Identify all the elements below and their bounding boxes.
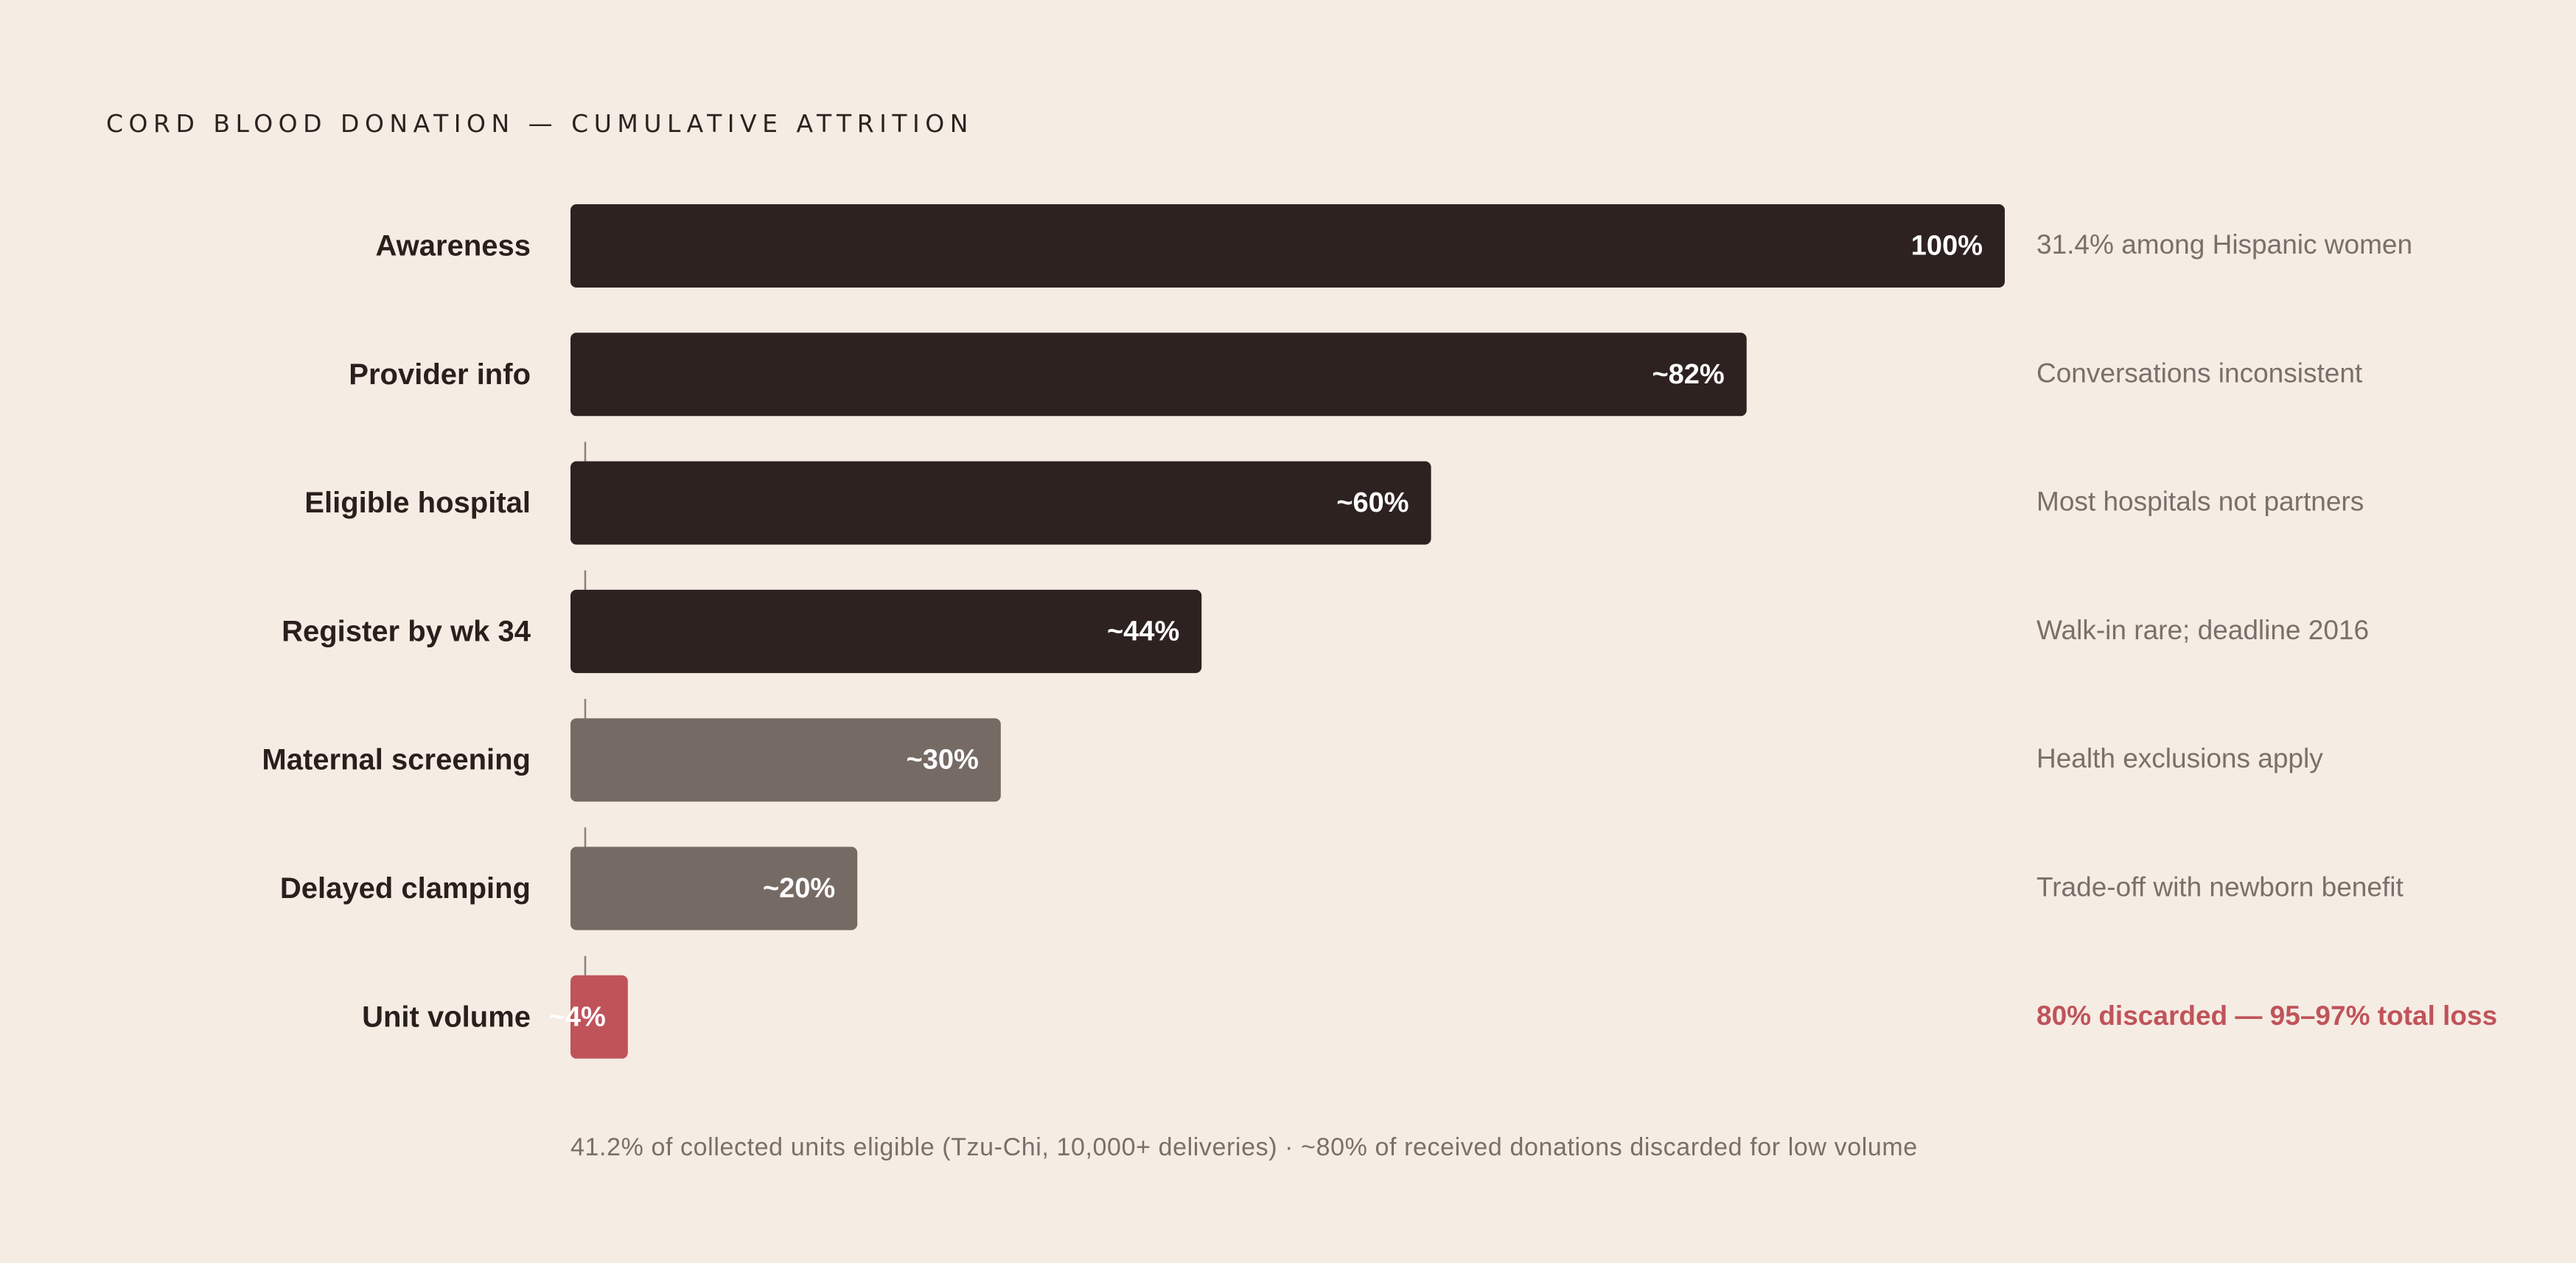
- value-label-maternal-screening: ~30%: [907, 745, 979, 776]
- note-register-by-wk-34: Walk-in rare; deadline 2016: [2036, 615, 2369, 645]
- bar-delayed-clamping: [570, 846, 858, 930]
- bar-register-by-wk-34: [570, 589, 1202, 673]
- stage-label-awareness: Awareness: [375, 230, 531, 262]
- footnote: 41.2% of collected units eligible (Tzu-C…: [570, 1133, 1918, 1161]
- bar-provider-info: [570, 333, 1747, 417]
- value-labels: 100% ~82% ~60% ~44% ~30% ~20% ~4%: [549, 231, 1983, 1033]
- stage-label-delayed-clamping: Delayed clamping: [280, 872, 531, 905]
- chart-title: CORD BLOOD DONATION — CUMULATIVE ATTRITI…: [106, 109, 974, 138]
- note-provider-info: Conversations inconsistent: [2036, 358, 2363, 388]
- note-eligible-hospital: Most hospitals not partners: [2036, 487, 2364, 517]
- value-label-eligible-hospital: ~60%: [1336, 487, 1409, 518]
- stage-label-maternal-screening: Maternal screening: [262, 744, 531, 776]
- notes: 31.4% among Hispanic women Conversations …: [2036, 229, 2497, 1031]
- note-unit-volume: 80% discarded — 95–97% total loss: [2036, 1001, 2497, 1031]
- bar-eligible-hospital: [570, 461, 1431, 545]
- bar-unit-volume: [570, 975, 628, 1059]
- bar-maternal-screening: [570, 718, 1001, 802]
- value-label-register-by-wk-34: ~44%: [1107, 616, 1179, 647]
- bar-awareness: [570, 204, 2005, 288]
- bars: [570, 204, 2005, 1059]
- note-maternal-screening: Health exclusions apply: [2036, 743, 2323, 773]
- stage-label-provider-info: Provider info: [349, 358, 531, 391]
- value-label-delayed-clamping: ~20%: [763, 873, 835, 904]
- note-awareness: 31.4% among Hispanic women: [2036, 229, 2412, 260]
- stage-label-unit-volume: Unit volume: [362, 1001, 531, 1033]
- value-label-unit-volume: ~4%: [549, 1001, 606, 1032]
- value-label-awareness: 100%: [1911, 231, 1983, 262]
- stage-label-register-by-wk-34: Register by wk 34: [282, 615, 531, 647]
- note-delayed-clamping: Trade-off with newborn benefit: [2036, 872, 2404, 902]
- stage-label-eligible-hospital: Eligible hospital: [304, 487, 531, 519]
- value-label-provider-info: ~82%: [1652, 359, 1724, 390]
- stage-labels: Awareness Provider info Eligible hospital R…: [262, 230, 531, 1034]
